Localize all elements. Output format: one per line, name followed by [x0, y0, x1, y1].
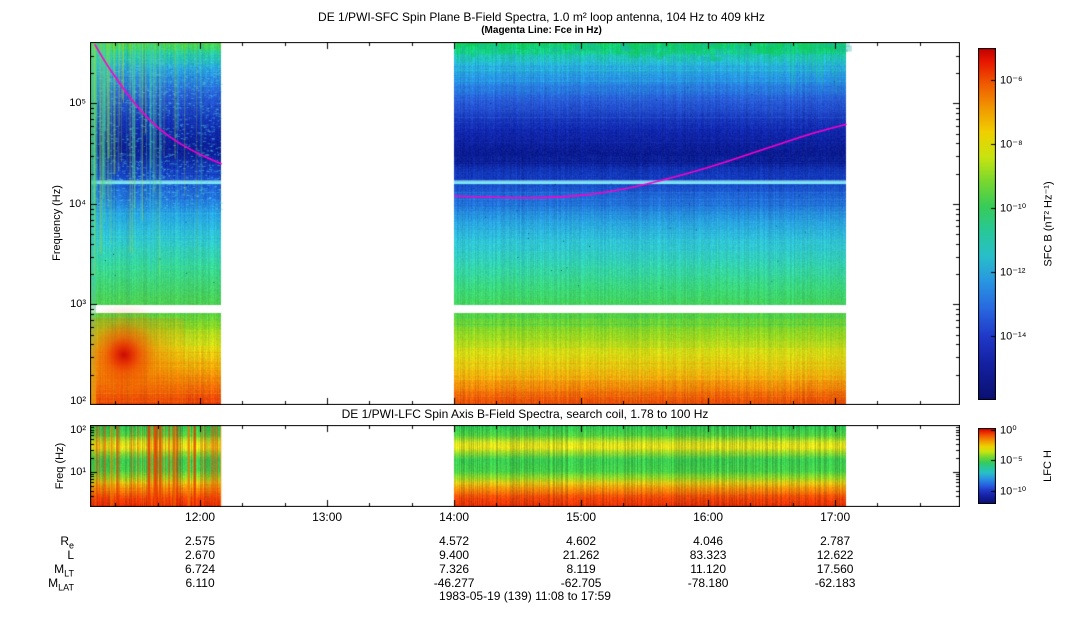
ephemeris-row-label: Re [60, 534, 74, 551]
lfc-spectrogram-plot [90, 425, 960, 507]
x-axis-tick-label: 16:00 [693, 510, 724, 524]
ephemeris-value: 9.400 [439, 548, 470, 562]
y-tick-label: 10¹ [70, 465, 86, 478]
ephemeris-value: -46.277 [433, 576, 475, 590]
figure-subtitle: (Magenta Line: Fce in Hz) [481, 25, 602, 36]
ephemeris-value: 7.326 [439, 562, 470, 576]
lfc-colorbar-label: LFC H [1042, 450, 1054, 482]
ephemeris-value: -62.705 [560, 576, 602, 590]
ephemeris-value: 21.262 [562, 548, 600, 562]
x-axis-tick-label: 17:00 [820, 510, 851, 524]
colorbar-tick-label: 10⁻⁸ [1000, 138, 1023, 151]
colorbar-tick-label: 10⁻⁵ [1000, 454, 1023, 467]
y-tick-label: 10² [70, 424, 86, 436]
ephemeris-value: 17.560 [816, 562, 854, 576]
sfc-colorbar [978, 48, 996, 400]
ephemeris-value: 6.110 [185, 576, 215, 590]
ephemeris-value: 2.670 [185, 548, 216, 562]
x-axis-tick-label: 15:00 [566, 510, 597, 524]
colorbar-tick-label: 10⁻¹⁰ [1000, 202, 1027, 215]
y-tick-label: 10³ [70, 298, 86, 311]
ephemeris-value: 11.120 [690, 562, 726, 576]
ephemeris-value: 83.323 [689, 548, 727, 562]
ephemeris-value: 12.622 [816, 548, 854, 562]
ephemeris-value: 2.575 [185, 534, 216, 548]
ephemeris-value: 8.119 [566, 562, 596, 576]
x-axis-tick-label: 12:00 [185, 510, 216, 524]
x-axis-tick-label: 14:00 [439, 510, 470, 524]
ephemeris-row-label: MLAT [48, 576, 74, 593]
ephemeris-row-label: L [67, 548, 74, 562]
ephemeris-value: 4.602 [566, 534, 597, 548]
colorbar-tick-label: 10⁻¹² [1000, 266, 1026, 279]
sfc-colorbar-label: SFC B (nT² Hz⁻¹) [1042, 181, 1055, 267]
ephemeris-value: 4.572 [439, 534, 470, 548]
y-tick-label: 10⁴ [69, 197, 86, 210]
figure-title: DE 1/PWI-SFC Spin Plane B-Field Spectra,… [318, 10, 765, 24]
lfc-colorbar [978, 428, 996, 504]
ephemeris-value: 2.787 [820, 534, 851, 548]
time-range-caption: 1983-05-19 (139) 11:08 to 17:59 [439, 589, 611, 603]
ephemeris-value: 4.046 [693, 534, 724, 548]
sfc-y-axis-label: Frequency (Hz) [51, 185, 63, 261]
colorbar-tick-label: 10⁰ [1000, 424, 1017, 437]
y-tick-label: 10² [70, 395, 86, 407]
lfc-panel-title: DE 1/PWI-LFC Spin Axis B-Field Spectra, … [341, 407, 709, 421]
y-tick-label: 10⁵ [69, 97, 86, 110]
sfc-spectrogram-plot [90, 42, 960, 405]
ephemeris-value: 6.724 [185, 562, 216, 576]
ephemeris-value: -62.183 [814, 576, 856, 590]
colorbar-tick-label: 10⁻¹⁰ [1000, 485, 1027, 498]
colorbar-tick-label: 10⁻⁶ [1000, 74, 1023, 87]
ephemeris-row-label: MLT [54, 562, 74, 579]
colorbar-tick-label: 10⁻¹⁴ [1000, 330, 1027, 343]
x-axis-tick-label: 13:00 [312, 510, 343, 524]
ephemeris-value: -78.180 [687, 576, 729, 590]
